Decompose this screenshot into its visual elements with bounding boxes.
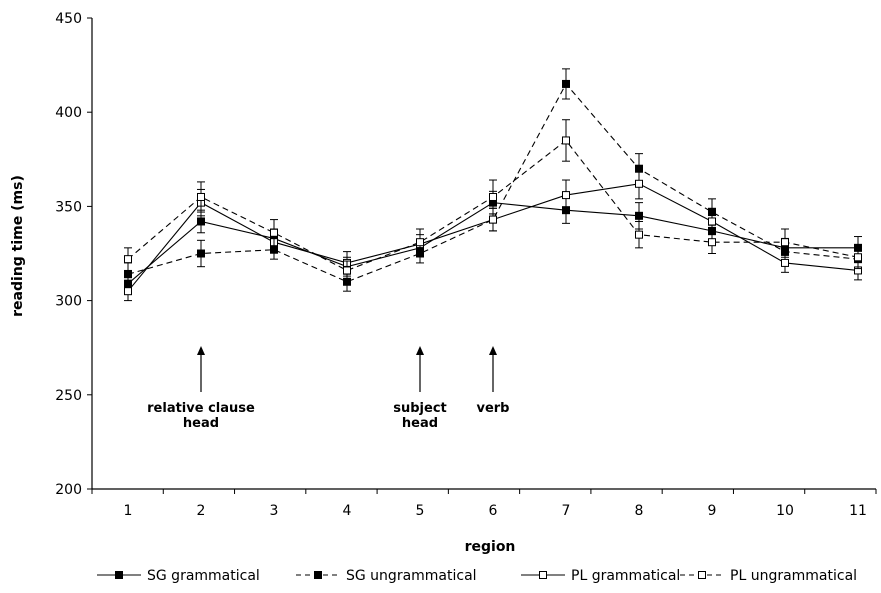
data-point	[124, 255, 132, 264]
x-tick-label: 1	[124, 503, 133, 519]
data-point	[197, 217, 205, 226]
data-point	[635, 179, 643, 188]
x-axis-ticks: 1 2 3 4 5 6 7 8 9 10 11	[91, 489, 877, 519]
data-point	[489, 192, 497, 201]
data-point	[124, 270, 132, 279]
y-axis-ticks: 200 250 300 350 400 450	[55, 11, 92, 498]
data-point	[416, 238, 424, 247]
x-tick-label: 4	[343, 503, 352, 519]
legend-marker	[539, 571, 547, 579]
x-tick-label: 9	[708, 503, 717, 519]
y-tick-label: 350	[55, 199, 82, 215]
series-pl-ungrammatical	[124, 119, 862, 281]
y-tick-label: 450	[55, 11, 82, 27]
legend-item: PL grammatical	[521, 568, 680, 584]
annotation-arrowhead	[489, 346, 497, 355]
legend: SG grammatical SG ungrammatical PL grammat…	[97, 568, 857, 584]
x-tick-label: 8	[635, 503, 644, 519]
y-tick-label: 250	[55, 388, 82, 404]
data-point	[635, 211, 643, 220]
data-point	[781, 258, 789, 267]
x-tick-label: 5	[416, 503, 425, 519]
data-point	[562, 136, 570, 145]
data-point	[197, 192, 205, 201]
legend-label: SG ungrammatical	[346, 568, 477, 584]
legend-item: SG grammatical	[97, 568, 260, 584]
x-axis-title: region	[465, 539, 516, 555]
legend-item: PL ungrammatical	[680, 568, 857, 584]
legend-marker	[314, 571, 322, 579]
x-tick-label: 7	[562, 503, 571, 519]
annotation-arrowhead	[416, 346, 424, 355]
legend-item: SG ungrammatical	[296, 568, 477, 584]
annotation-label: verb	[476, 401, 509, 416]
series-group	[124, 68, 862, 302]
data-point	[854, 253, 862, 262]
annotation-label: relative clause	[147, 401, 255, 416]
data-point	[781, 238, 789, 247]
annotation-label: head	[183, 416, 219, 431]
data-point	[343, 266, 351, 275]
annotation-label: subject	[393, 401, 447, 416]
y-tick-label: 200	[55, 482, 82, 498]
data-point	[562, 79, 570, 88]
y-tick-label: 400	[55, 105, 82, 121]
data-point	[562, 191, 570, 200]
data-point	[708, 238, 716, 247]
legend-label: PL ungrammatical	[730, 568, 857, 584]
data-point	[635, 230, 643, 239]
axes	[91, 18, 876, 490]
legend-label: PL grammatical	[571, 568, 680, 584]
x-tick-label: 11	[849, 503, 867, 519]
annotation-label: head	[402, 416, 438, 431]
x-tick-label: 3	[270, 503, 279, 519]
legend-marker	[698, 571, 706, 579]
series-line	[127, 82, 859, 283]
y-axis-title: reading time (ms)	[10, 175, 26, 317]
x-tick-label: 6	[489, 503, 498, 519]
annotation-arrowhead	[197, 346, 205, 355]
y-tick-label: 300	[55, 294, 82, 310]
x-tick-label: 10	[776, 503, 794, 519]
legend-label: SG grammatical	[147, 568, 260, 584]
x-tick-label: 2	[197, 503, 206, 519]
data-point	[197, 249, 205, 258]
legend-marker	[115, 571, 123, 579]
data-point	[489, 215, 497, 224]
data-point	[270, 228, 278, 237]
data-point	[708, 217, 716, 226]
data-point	[124, 287, 132, 296]
